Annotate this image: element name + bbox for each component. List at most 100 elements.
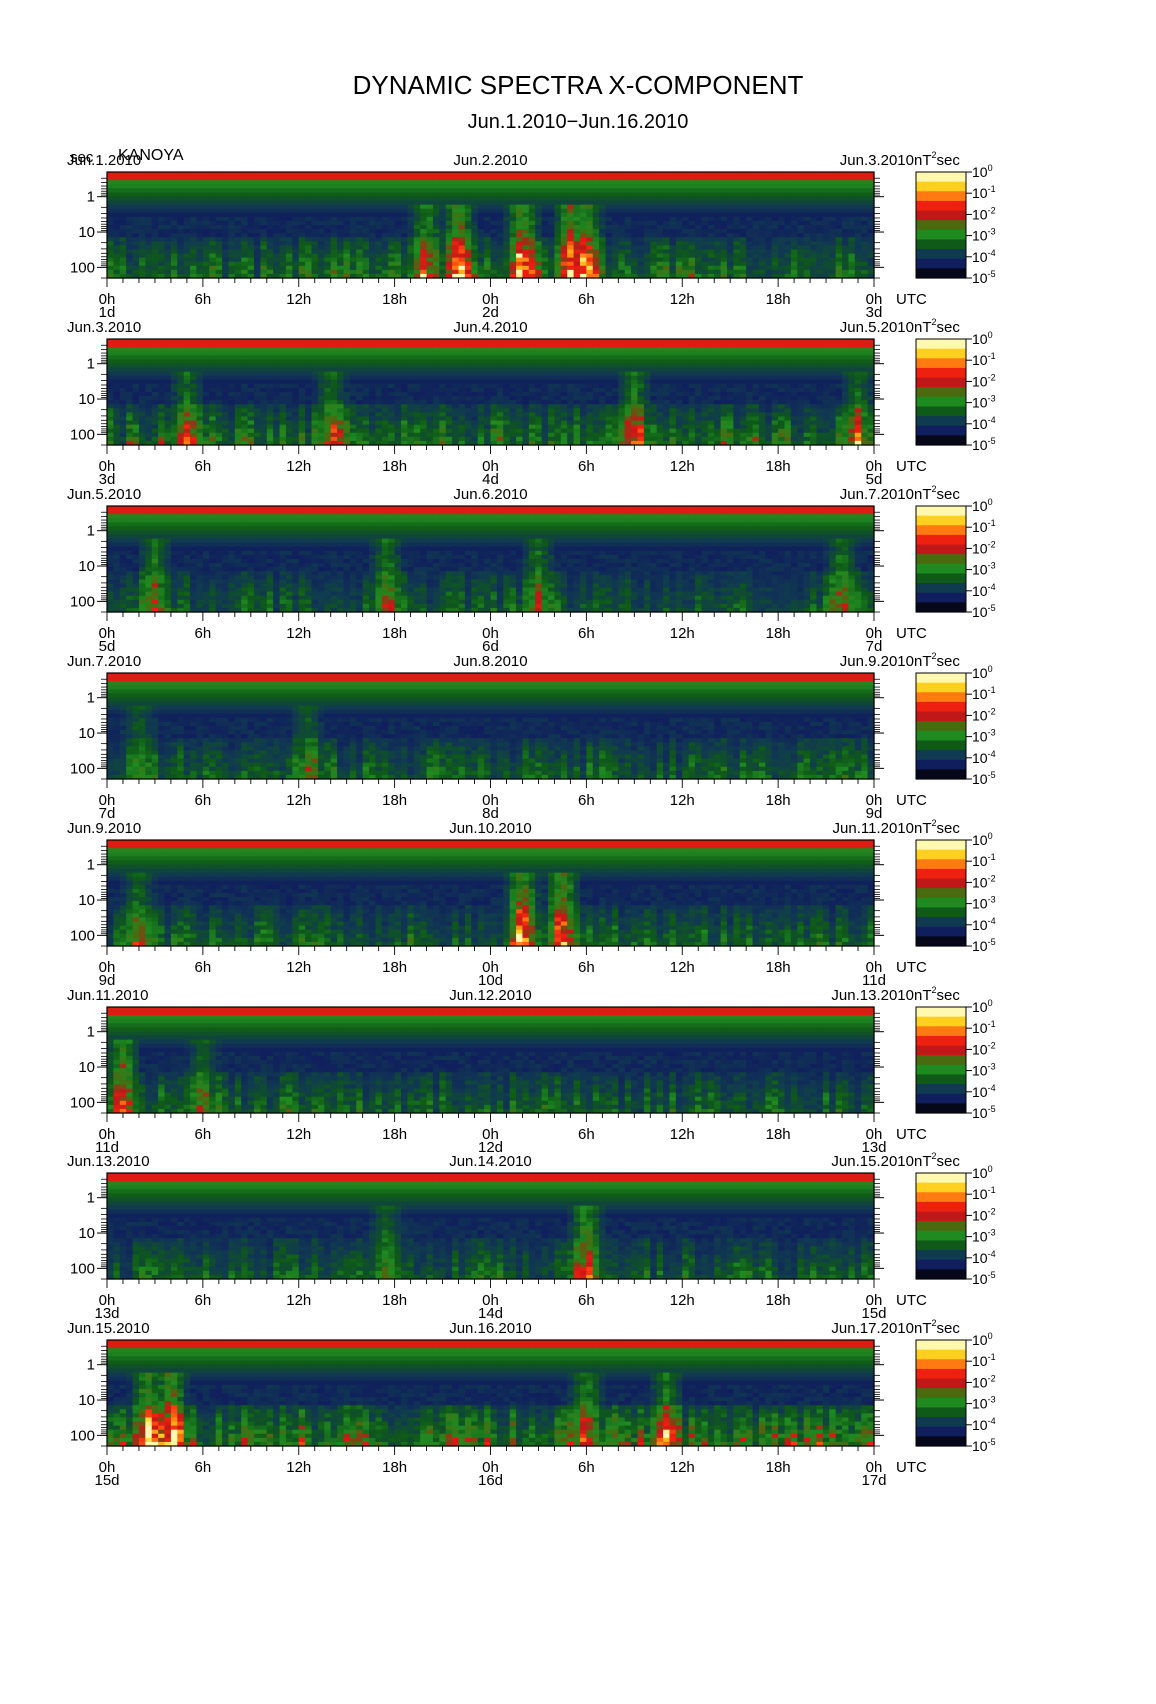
heatmap-cell: [292, 396, 300, 401]
heatmap-cell: [765, 200, 773, 206]
heatmap-cell: [592, 188, 600, 193]
heatmap-cell: [202, 383, 210, 389]
heatmap-cell: [733, 204, 741, 210]
heatmap-cell: [835, 265, 843, 271]
heatmap-cell: [266, 241, 274, 246]
heatmap-cell: [707, 220, 715, 226]
heatmap-cell: [854, 172, 862, 177]
heatmap-cell: [388, 440, 396, 446]
heatmap-cell: [177, 265, 185, 271]
heatmap-cell: [394, 367, 402, 373]
heatmap-cell: [285, 420, 293, 426]
heatmap-cell: [867, 253, 875, 259]
heatmap-cell: [234, 249, 242, 255]
heatmap-cell: [407, 237, 415, 242]
heatmap-cell: [714, 261, 722, 267]
heatmap-cell: [381, 379, 389, 385]
heatmap-cell: [445, 351, 453, 356]
heatmap-cell: [279, 416, 287, 422]
heatmap-cell: [637, 172, 645, 177]
heatmap-cell: [183, 363, 191, 369]
heatmap-cell: [247, 225, 255, 230]
heatmap-cell: [375, 196, 383, 202]
heatmap-cell: [516, 440, 524, 446]
heatmap-cell: [107, 188, 114, 193]
heatmap-cell: [765, 269, 773, 275]
heatmap-cell: [401, 233, 409, 238]
heatmap-cell: [247, 184, 255, 189]
heatmap-cell: [260, 416, 268, 422]
heatmap-cell: [356, 404, 364, 409]
heatmap-cell: [477, 220, 485, 226]
heatmap-cell: [426, 367, 434, 373]
heatmap-cell: [790, 216, 798, 222]
heatmap-cell: [758, 245, 766, 251]
heatmap-cell: [765, 257, 773, 263]
heatmap-cell: [202, 367, 210, 373]
heatmap-cell: [113, 355, 121, 360]
heatmap-cell: [592, 176, 600, 181]
heatmap-cell: [426, 204, 434, 210]
heatmap-cell: [509, 253, 517, 259]
heatmap-cell: [752, 176, 760, 181]
heatmap-cell: [746, 208, 754, 214]
heatmap-cell: [579, 220, 587, 226]
heatmap-cell: [452, 249, 460, 255]
heatmap-cell: [522, 188, 530, 193]
heatmap-cell: [720, 225, 728, 230]
heatmap-cell: [381, 249, 389, 255]
heatmap-cell: [292, 233, 300, 238]
heatmap-cell: [567, 253, 575, 259]
heatmap-cell: [484, 212, 492, 218]
heatmap-cell: [126, 273, 134, 279]
heatmap-cell: [190, 404, 198, 409]
heatmap-cell: [369, 204, 377, 210]
heatmap-cell: [279, 428, 287, 434]
heatmap-cell: [631, 225, 639, 230]
heatmap-cell: [369, 375, 377, 381]
heatmap-cell: [311, 241, 319, 246]
heatmap-cell: [247, 192, 255, 198]
heatmap-cell: [343, 237, 351, 242]
heatmap-cell: [285, 408, 293, 413]
heatmap-cell: [458, 208, 466, 214]
heatmap-cell: [611, 180, 619, 185]
heatmap-cell: [260, 440, 268, 446]
heatmap-cell: [311, 436, 319, 442]
heatmap-cell: [311, 269, 319, 275]
heatmap-cell: [279, 412, 287, 418]
heatmap-cell: [145, 432, 153, 438]
heatmap-cell: [541, 229, 549, 234]
heatmap-cell: [151, 204, 159, 210]
heatmap-cell: [509, 424, 517, 430]
heatmap-cell: [579, 273, 587, 279]
heatmap-cell: [196, 269, 204, 275]
heatmap-cell: [643, 269, 651, 275]
heatmap-cell: [675, 196, 683, 202]
heatmap-cell: [234, 375, 242, 381]
heatmap-cell: [362, 343, 370, 348]
heatmap-cell: [803, 253, 811, 259]
heatmap-cell: [701, 208, 709, 214]
heatmap-cell: [458, 420, 466, 426]
heatmap-cell: [516, 225, 524, 230]
heatmap-cell: [375, 200, 383, 206]
heatmap-cell: [650, 257, 658, 263]
heatmap-cell: [771, 237, 779, 242]
heatmap-cell: [317, 424, 325, 430]
heatmap-cell: [701, 184, 709, 189]
heatmap-cell: [663, 184, 671, 189]
heatmap-cell: [375, 351, 383, 356]
heatmap-cell: [701, 212, 709, 218]
heatmap-cell: [567, 273, 575, 279]
heatmap-cell: [209, 225, 217, 230]
heatmap-cell: [394, 172, 402, 177]
heatmap-cell: [356, 383, 364, 389]
heatmap-cell: [190, 428, 198, 434]
heatmap-cell: [490, 273, 498, 279]
heatmap-cell: [765, 172, 773, 177]
heatmap-cell: [356, 432, 364, 438]
heatmap-cell: [241, 343, 249, 348]
heatmap-cell: [733, 233, 741, 238]
heatmap-cell: [337, 273, 345, 279]
